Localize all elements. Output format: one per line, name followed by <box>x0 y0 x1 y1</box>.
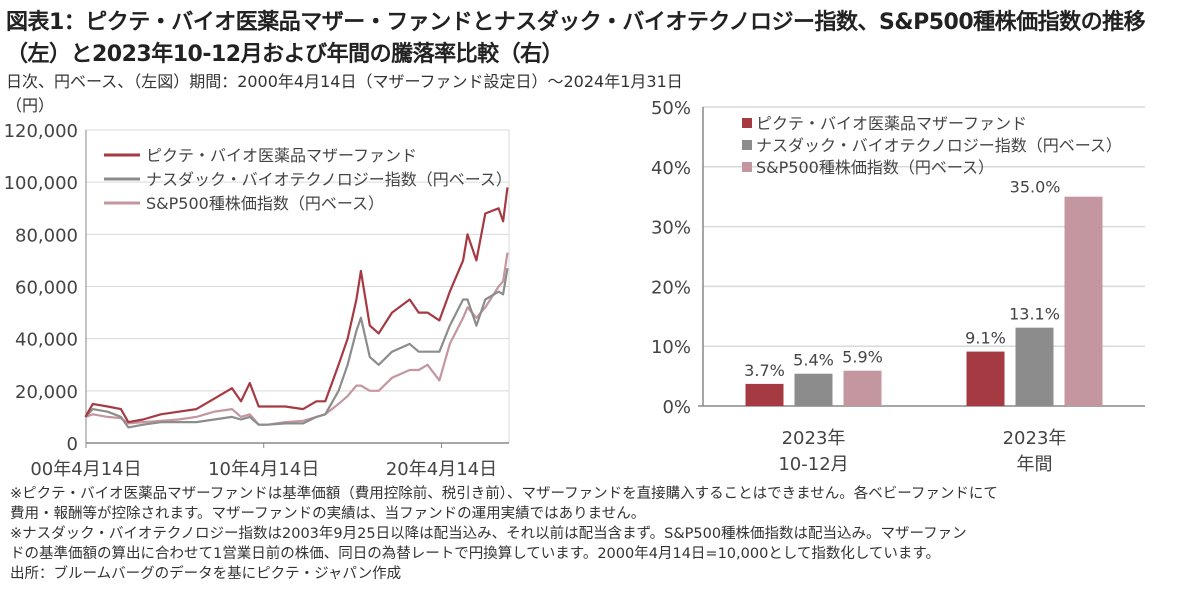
data-label: 5.4% <box>793 351 834 370</box>
legend-swatch <box>742 118 752 128</box>
x-tick-label: 00年4月14日 <box>30 459 141 480</box>
footnote-line: 費用・報酬等が控除されます。マザーファンドの実績は、当ファンドの運用実績ではあり… <box>10 506 646 522</box>
y-tick-label: 100,000 <box>4 173 78 194</box>
legend-label: ナスダック・バイオテクノロジー指数（円ベース） <box>146 170 512 189</box>
y-tick-label: 80,000 <box>15 225 78 246</box>
bar <box>843 370 882 406</box>
legend-label: ピクテ・バイオ医薬品マザーファンド <box>146 146 417 165</box>
y-tick-label: 20% <box>651 277 691 298</box>
category-label: 2023年 <box>782 428 846 449</box>
bar <box>966 351 1005 406</box>
line-series-2 <box>85 252 509 426</box>
footnotes: ※ピクテ・バイオ医薬品マザーファンドは基準価額（費用控除前、税引き前）、マザーフ… <box>10 484 1200 584</box>
category-label: 年間 <box>1017 454 1053 475</box>
category-label: 2023年 <box>1003 428 1067 449</box>
left-y-axis-unit: （円） <box>6 96 55 115</box>
footnote-line: ※ピクテ・バイオ医薬品マザーファンドは基準価額（費用控除前、税引き前）、マザーフ… <box>10 486 998 502</box>
y-tick-label: 40% <box>651 158 691 179</box>
y-tick-label: 0% <box>662 397 691 418</box>
category-label: 10-12月 <box>778 454 848 475</box>
bar <box>745 383 784 406</box>
bar <box>1064 196 1103 406</box>
data-label: 13.1% <box>1009 305 1060 324</box>
bar <box>1015 327 1054 406</box>
legend-swatch <box>742 162 752 172</box>
chart-title-line-1: 図表1：ピクテ・バイオ医薬品マザー・ファンドとナスダック・バイオテクノロジー指数… <box>6 10 1146 35</box>
footnote-line: ※ナスダック・バイオテクノロジー指数は2003年9月25日以降は配当込み、それ以… <box>10 526 967 542</box>
line-series-1 <box>84 268 509 429</box>
legend-label: ピクテ・バイオ医薬品マザーファンド <box>756 114 1027 133</box>
y-tick-label: 50% <box>651 98 691 119</box>
y-tick-label: 20,000 <box>15 382 78 403</box>
footnote-line: 出所：ブルームバーグのデータを基にピクテ・ジャパン作成 <box>10 566 402 582</box>
legend-label: S&P500種株価指数（円ベース） <box>756 158 994 177</box>
y-tick-label: 40,000 <box>15 330 78 351</box>
data-label: 35.0% <box>1010 178 1061 197</box>
data-label: 5.9% <box>842 348 883 367</box>
data-label: 9.1% <box>965 329 1006 348</box>
y-tick-label: 60,000 <box>15 278 78 299</box>
chart-subtitle: 日次、円ベース、（左図）期間：2000年4月14日（マザーファンド設定日）～20… <box>6 72 683 91</box>
x-tick-label: 10年4月14日 <box>208 459 319 480</box>
legend-label: ナスダック・バイオテクノロジー指数（円ベース） <box>756 136 1122 155</box>
y-tick-label: 30% <box>651 218 691 239</box>
line-series-0 <box>84 187 509 424</box>
legend-label: S&P500種株価指数（円ベース） <box>146 194 384 213</box>
chart-title-line-2: （左）と2023年10-12月および年間の騰落率比較（右） <box>6 42 564 67</box>
legend-swatch <box>742 140 752 150</box>
y-tick-label: 10% <box>651 337 691 358</box>
x-tick-label: 20年4月14日 <box>386 459 497 480</box>
y-tick-label: 120,000 <box>4 121 78 142</box>
footnote-line: ドの基準価額の算出に合わせて1営業日前の株価、同日の為替レートで円換算しています… <box>10 546 940 562</box>
y-tick-label: 0 <box>67 434 78 455</box>
data-label: 3.7% <box>744 361 785 380</box>
bar <box>794 373 833 406</box>
